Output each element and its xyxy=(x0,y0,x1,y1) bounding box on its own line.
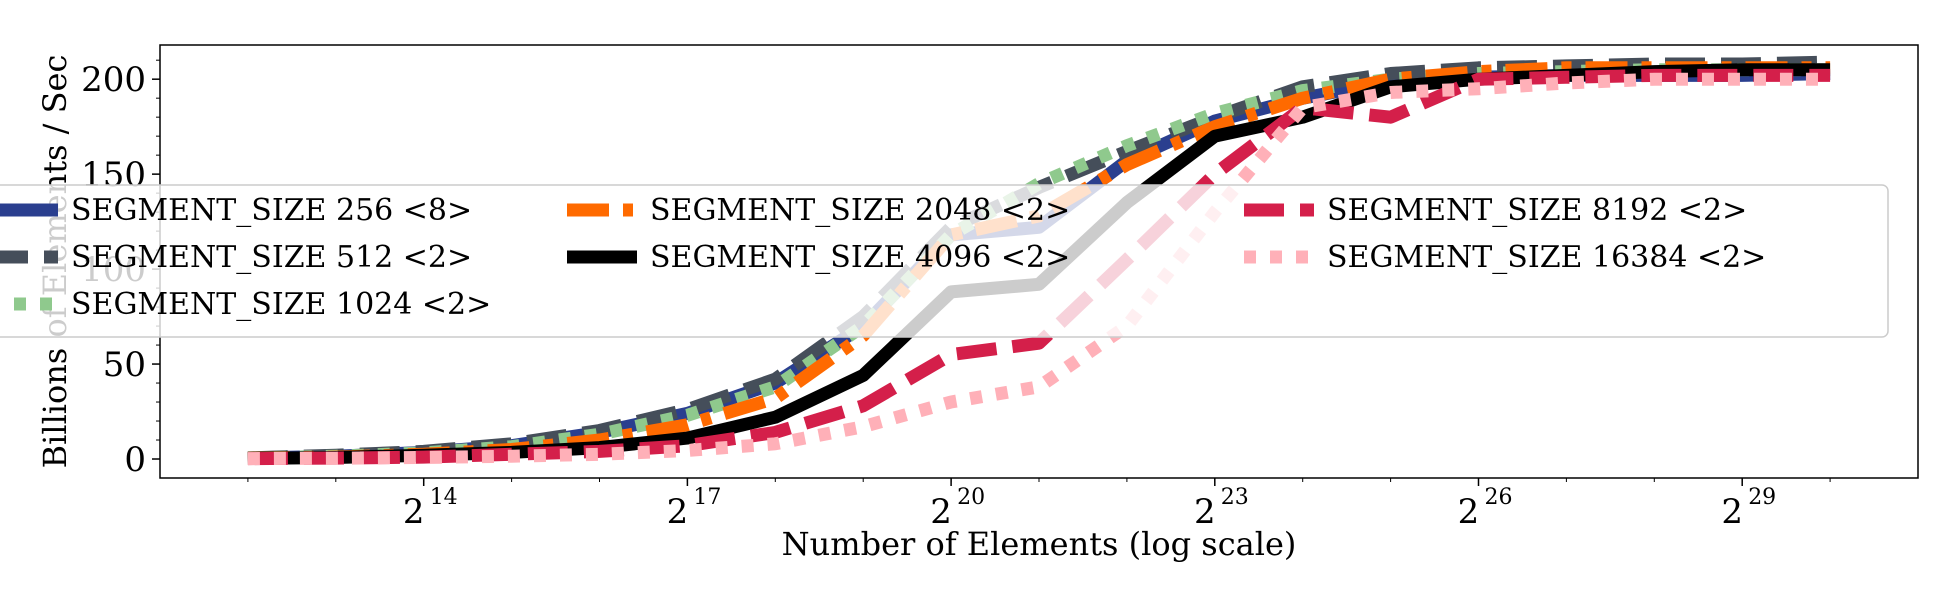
y-tick-label: 0 xyxy=(124,440,146,480)
x-tick-label: 2 xyxy=(403,492,425,532)
legend: SEGMENT_SIZE 256 <8> SEGMENT_SIZE 512 <2>… xyxy=(0,184,1889,338)
x-tick-exponent: 29 xyxy=(1748,485,1776,510)
legend-label-4: SEGMENT_SIZE 2048 <2> xyxy=(650,193,1070,228)
legend-label-1: SEGMENT_SIZE 256 <8> xyxy=(71,193,472,228)
legend-box xyxy=(0,184,1889,338)
x-tick-exponent: 23 xyxy=(1221,485,1249,510)
x-tick-exponent: 14 xyxy=(430,485,458,510)
x-tick-label: 2 xyxy=(1458,492,1480,532)
y-tick-label: 50 xyxy=(103,345,146,385)
legend-label-3: SEGMENT_SIZE 1024 <2> xyxy=(71,287,491,322)
x-tick-exponent: 26 xyxy=(1485,485,1513,510)
legend-label-5: SEGMENT_SIZE 4096 <2> xyxy=(650,240,1070,275)
legend-label-6: SEGMENT_SIZE 8192 <2> xyxy=(1327,193,1747,228)
x-tick-exponent: 17 xyxy=(693,485,721,510)
legend-label-7: SEGMENT_SIZE 16384 <2> xyxy=(1327,240,1766,275)
x-tick-label: 2 xyxy=(1721,492,1743,532)
x-tick-exponent: 20 xyxy=(957,485,985,510)
y-tick-label: 200 xyxy=(81,60,146,100)
legend-label-2: SEGMENT_SIZE 512 <2> xyxy=(71,240,472,275)
x-tick-label: 2 xyxy=(1194,492,1216,532)
x-tick-label: 2 xyxy=(930,492,952,532)
x-axis: 2 14 2 17 2 20 2 23 2 26 2 29 xyxy=(247,478,1831,532)
x-tick-label: 2 xyxy=(667,492,689,532)
x-axis-label: Number of Elements (log scale) xyxy=(782,525,1297,563)
series-line-7 xyxy=(247,72,1831,466)
